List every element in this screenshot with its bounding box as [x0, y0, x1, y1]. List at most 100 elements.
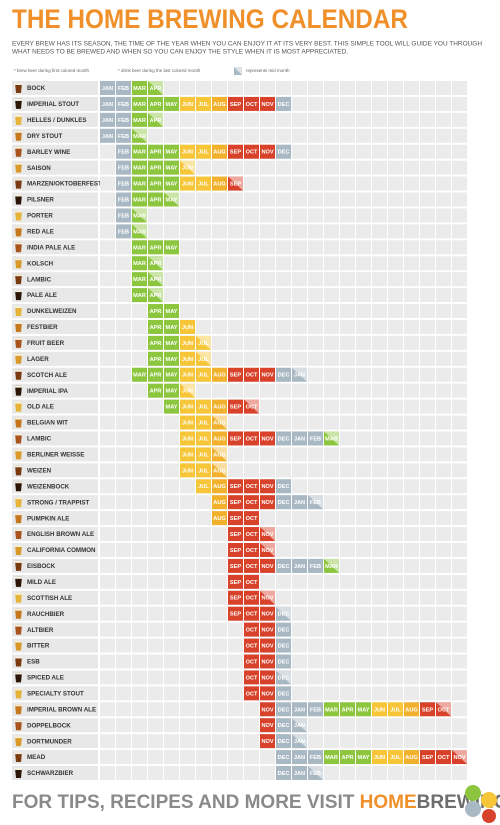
month-label: NOV — [453, 755, 465, 761]
mid-month — [212, 463, 227, 478]
empty-cell — [132, 447, 147, 462]
empty-cell — [420, 463, 435, 478]
empty-cell — [180, 511, 195, 526]
empty-cell — [260, 128, 275, 143]
month-cell — [276, 765, 291, 780]
empty-cell — [180, 750, 195, 765]
empty-cell — [228, 335, 243, 350]
glass-foam — [15, 210, 22, 213]
month-cell — [228, 527, 243, 542]
empty-cell — [228, 192, 243, 207]
empty-cell — [340, 128, 355, 143]
empty-cell — [356, 351, 371, 366]
empty-cell — [340, 367, 355, 382]
month-label: JUL — [198, 452, 209, 458]
empty-cell — [116, 654, 131, 669]
empty-cell — [292, 160, 307, 175]
empty-cell — [356, 415, 371, 430]
mid-month — [148, 256, 163, 271]
empty-cell — [324, 415, 339, 430]
glass-icon — [15, 481, 22, 492]
empty-cell — [404, 590, 419, 605]
empty-cell — [372, 670, 387, 685]
empty-cell — [420, 431, 435, 446]
month-cell — [180, 319, 195, 334]
month-label: DEC — [278, 707, 290, 713]
empty-cell — [372, 144, 387, 159]
empty-cell — [132, 702, 147, 717]
glass-foam — [15, 672, 22, 675]
empty-cell — [372, 590, 387, 605]
empty-cell — [340, 81, 355, 95]
empty-cell — [308, 335, 323, 350]
month-cell — [148, 351, 163, 366]
empty-cell — [164, 81, 179, 95]
month-cell — [276, 654, 291, 669]
empty-cell — [212, 527, 227, 542]
empty-cell — [436, 447, 451, 462]
empty-cell — [228, 128, 243, 143]
empty-cell — [132, 686, 147, 701]
empty-cell — [100, 734, 115, 749]
empty-cell — [228, 654, 243, 669]
empty-cell — [420, 192, 435, 207]
empty-cell — [276, 383, 291, 398]
empty-cell — [340, 558, 355, 573]
empty-cell — [116, 718, 131, 733]
empty-cell — [420, 654, 435, 669]
month-cell — [212, 479, 227, 494]
empty-cell — [372, 511, 387, 526]
month-cell — [164, 399, 179, 414]
empty-cell — [244, 112, 259, 127]
month-label: OCT — [246, 102, 258, 108]
month-cell — [324, 750, 339, 765]
empty-cell — [436, 495, 451, 510]
month-label: JUN — [374, 707, 385, 713]
empty-cell — [244, 463, 259, 478]
empty-cell — [452, 351, 467, 366]
empty-cell — [100, 304, 115, 319]
month-label: AUG — [213, 516, 225, 522]
glass-icon — [15, 321, 22, 332]
month-cell — [196, 399, 211, 414]
empty-cell — [212, 765, 227, 780]
empty-cell — [356, 192, 371, 207]
empty-cell — [452, 335, 467, 350]
month-cell — [276, 558, 291, 573]
empty-cell — [452, 654, 467, 669]
empty-cell — [164, 495, 179, 510]
month-cell — [388, 750, 403, 765]
empty-cell — [116, 272, 131, 287]
month-label: DEC — [278, 644, 290, 650]
empty-cell — [420, 638, 435, 653]
month-label: FEB — [118, 86, 129, 92]
month-label: MAR — [325, 436, 338, 442]
empty-cell — [244, 160, 259, 175]
empty-cell — [340, 431, 355, 446]
empty-cell — [324, 256, 339, 271]
empty-cell — [388, 718, 403, 733]
glass-foam — [15, 481, 22, 484]
empty-cell — [148, 734, 163, 749]
month-label: MAY — [166, 309, 178, 315]
name-cell — [12, 224, 98, 239]
month-cell — [292, 495, 307, 510]
empty-cell — [340, 463, 355, 478]
month-label: OCT — [246, 532, 258, 538]
empty-cell — [180, 495, 195, 510]
empty-cell — [260, 240, 275, 255]
empty-cell — [164, 527, 179, 542]
empty-cell — [308, 734, 323, 749]
month-label: MAR — [133, 245, 146, 251]
empty-cell — [164, 415, 179, 430]
empty-cell — [260, 160, 275, 175]
month-cell — [228, 399, 243, 414]
mid-month — [244, 399, 259, 414]
empty-cell — [388, 527, 403, 542]
month-cell — [244, 622, 259, 637]
empty-cell — [436, 81, 451, 95]
month-label: DEC — [278, 723, 290, 729]
empty-cell — [148, 574, 163, 589]
name-cell — [12, 335, 98, 350]
empty-cell — [372, 638, 387, 653]
